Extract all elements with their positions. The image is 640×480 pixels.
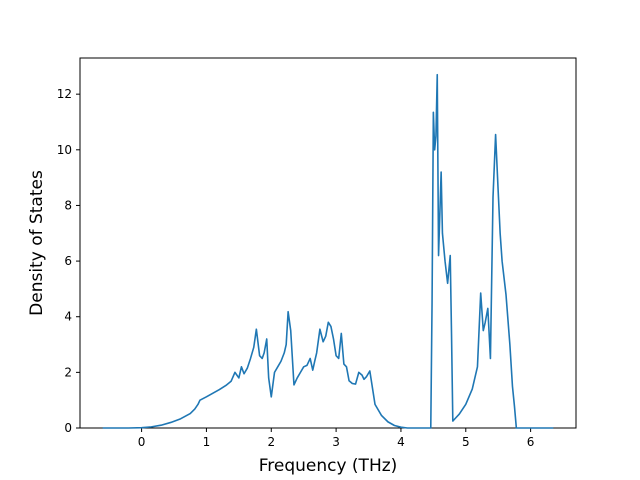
x-tick-label: 2 <box>267 435 275 449</box>
x-tick-label: 1 <box>203 435 211 449</box>
dos-series-line <box>102 73 554 429</box>
x-axis-ticks: 0 1 2 3 4 5 6 <box>138 428 535 449</box>
y-tick-label: 6 <box>64 254 72 268</box>
y-tick-label: 0 <box>64 421 72 435</box>
x-tick-label: 4 <box>397 435 405 449</box>
x-tick-label: 6 <box>527 435 535 449</box>
y-tick-label: 10 <box>57 143 72 157</box>
y-axis-title: Density of States <box>27 170 47 316</box>
y-tick-label: 8 <box>64 198 72 212</box>
plot-frame <box>79 57 577 429</box>
y-tick-label: 12 <box>57 87 72 101</box>
x-axis-title: Frequency (THz) <box>259 456 398 476</box>
y-axis-ticks: 0 2 4 6 8 10 12 <box>57 87 80 435</box>
x-tick-label: 5 <box>462 435 470 449</box>
y-tick-label: 4 <box>64 310 72 324</box>
y-tick-label: 2 <box>64 365 72 379</box>
x-tick-label: 3 <box>332 435 340 449</box>
series-layer <box>102 73 554 429</box>
x-tick-label: 0 <box>138 435 146 449</box>
